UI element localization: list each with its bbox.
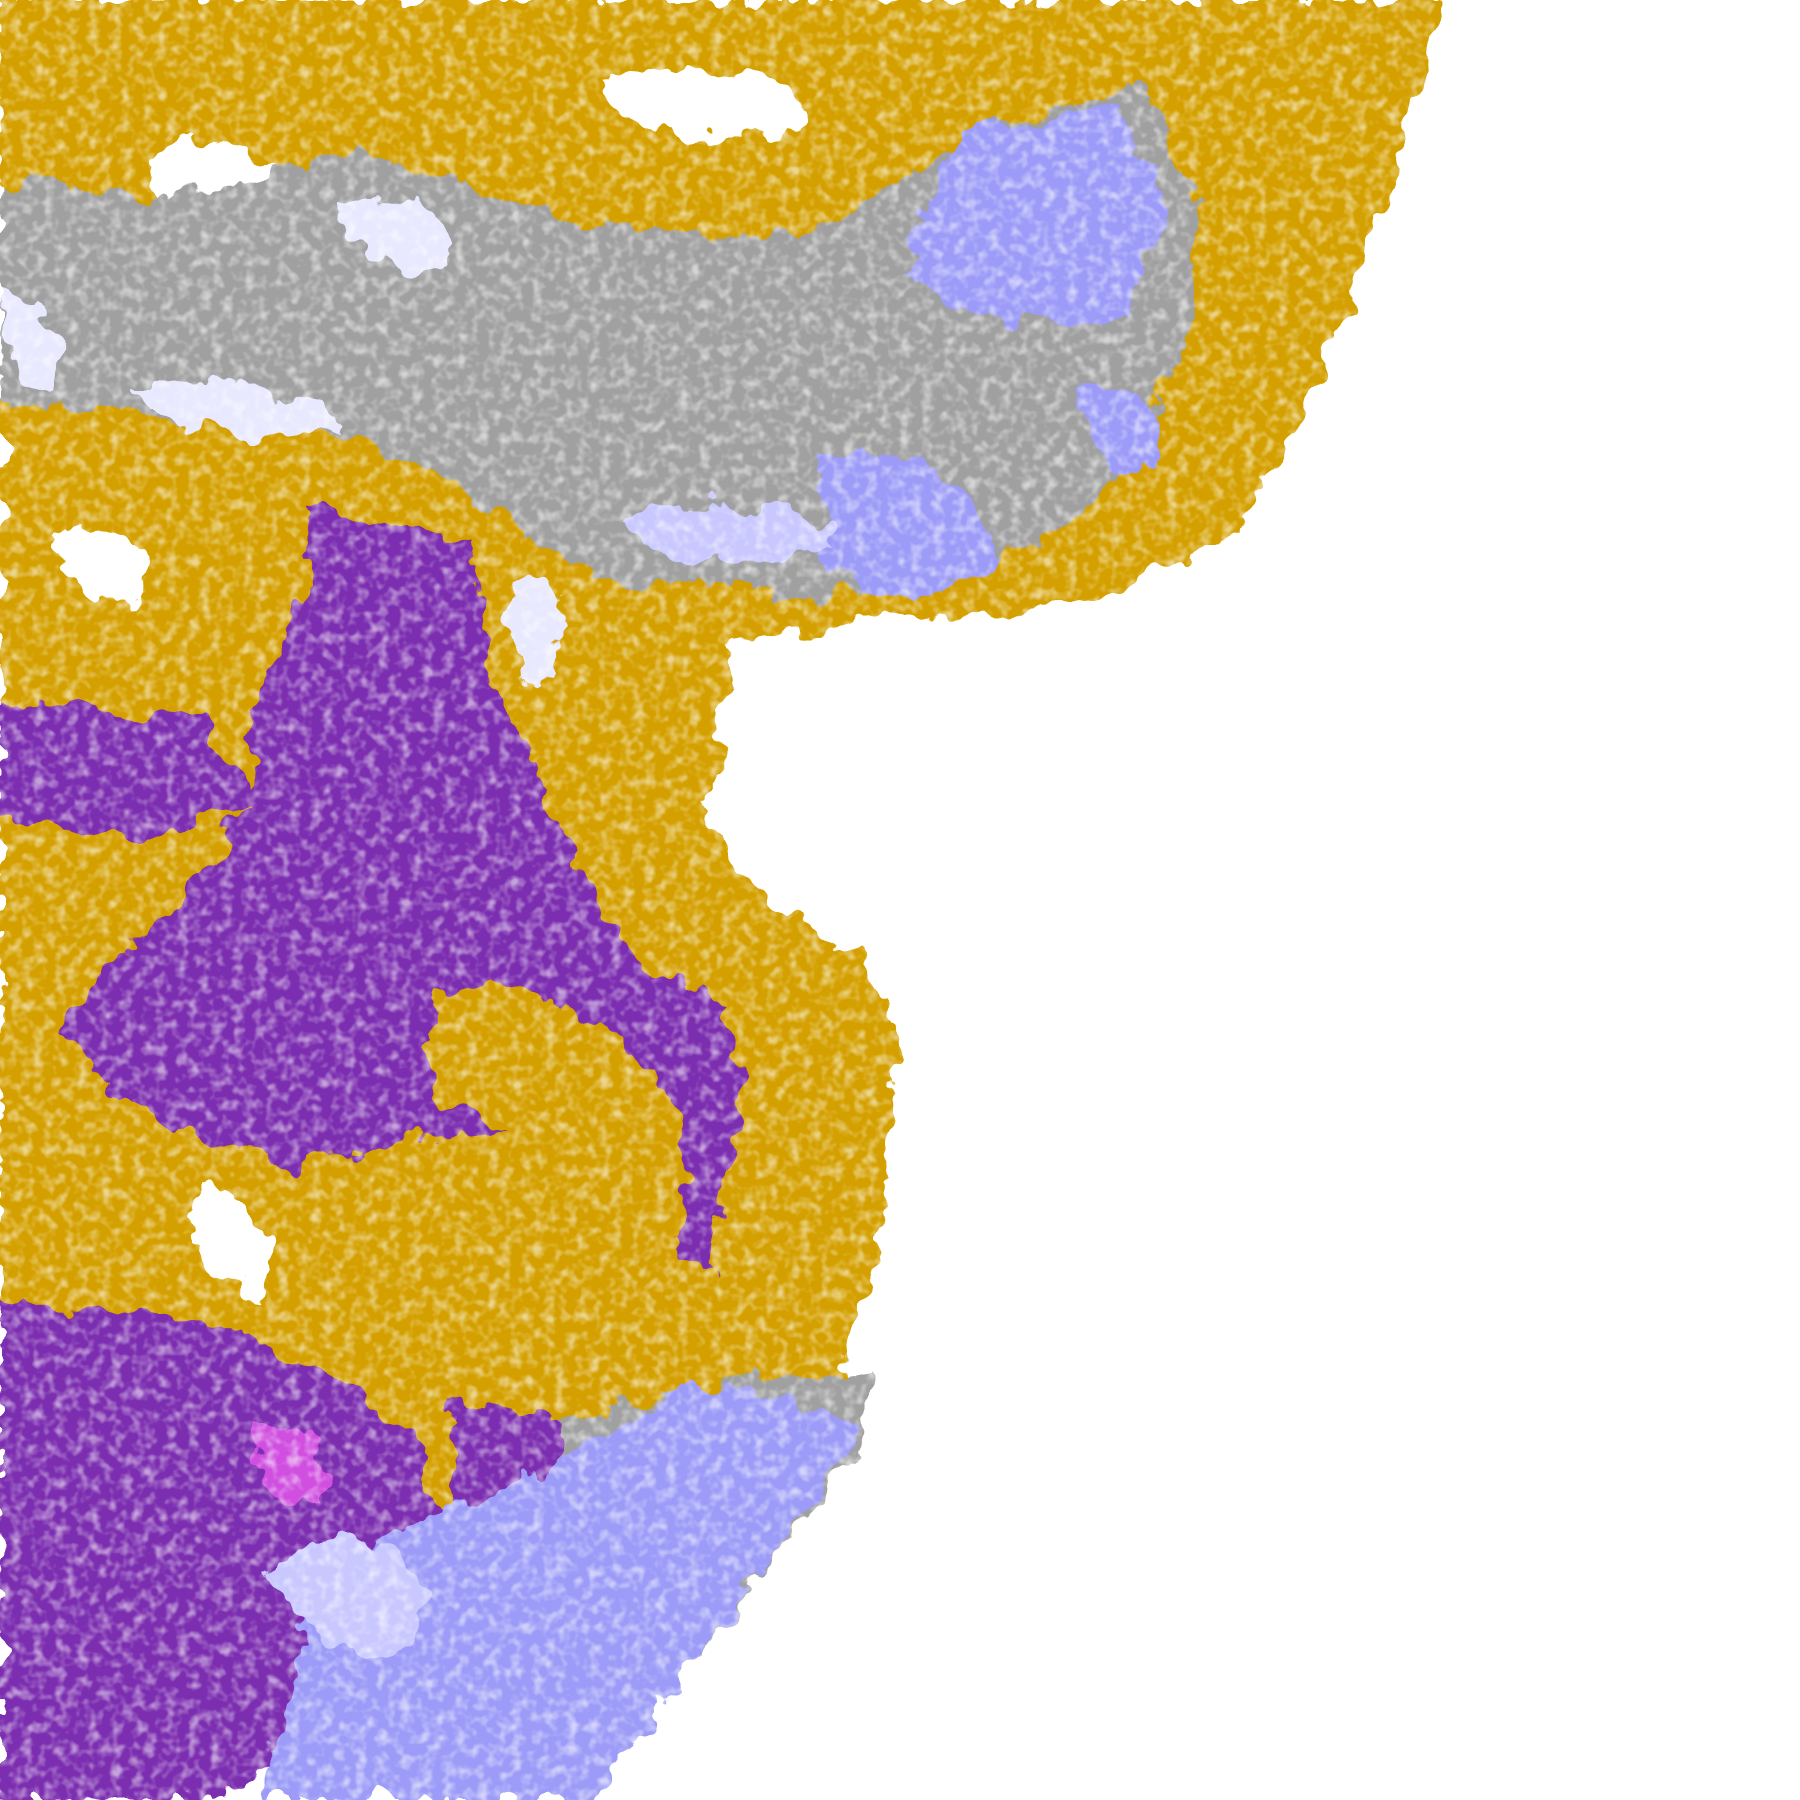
- earth-disk: [0, 0, 1452, 1800]
- speckle-overlay: [0, 0, 1452, 1800]
- satellite-cloud-map: [0, 0, 1452, 1800]
